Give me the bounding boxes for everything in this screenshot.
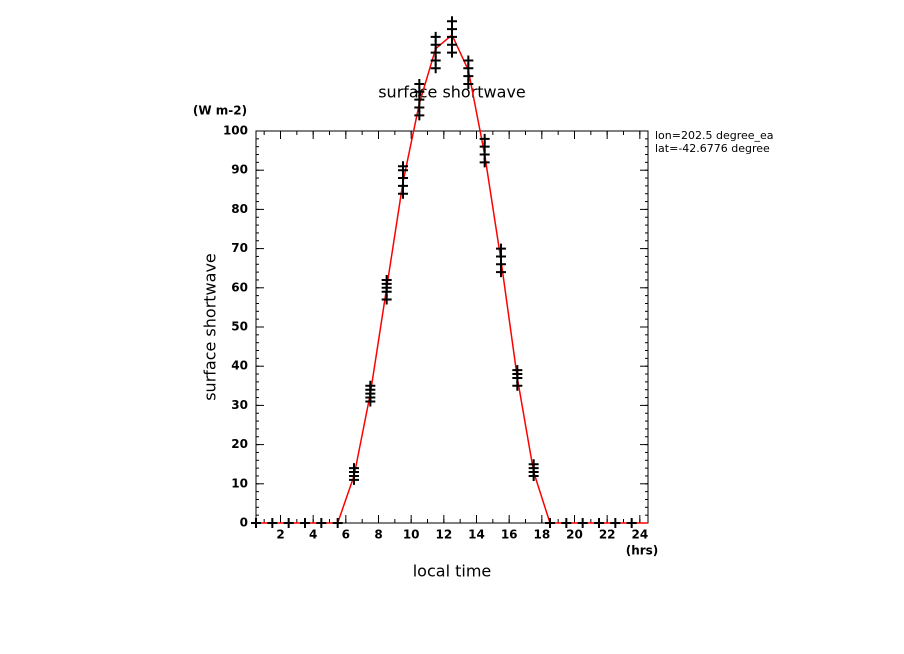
x-tick-label: 8 <box>374 528 382 542</box>
y-tick-label: 90 <box>231 163 248 177</box>
y-tick-label: 30 <box>231 398 248 412</box>
x-tick-label: 2 <box>276 528 284 542</box>
x-tick-label: 12 <box>435 528 452 542</box>
x-tick-label: 24 <box>631 528 648 542</box>
y-tick-label: 0 <box>240 516 248 530</box>
x-unit: (hrs) <box>626 544 659 558</box>
y-tick-label: 40 <box>231 359 248 373</box>
x-tick-label: 22 <box>599 528 616 542</box>
plus-marker <box>577 518 588 528</box>
data-line <box>256 33 648 524</box>
chart-title: surface shortwave <box>378 83 526 102</box>
plus-marker <box>381 274 392 285</box>
y-tick-label: 10 <box>231 476 248 490</box>
annotation: lat=-42.6776 degree <box>655 142 770 155</box>
plus-marker <box>251 518 261 528</box>
plus-marker <box>512 365 523 376</box>
plus-marker <box>610 518 621 528</box>
plus-marker <box>414 78 425 89</box>
plus-marker <box>447 16 457 27</box>
plus-marker <box>332 518 343 528</box>
x-tick-label: 10 <box>403 528 420 542</box>
y-tick-label: 50 <box>231 320 248 334</box>
y-tick-label: 60 <box>231 280 248 294</box>
plus-marker <box>463 55 474 66</box>
plus-marker <box>316 518 327 528</box>
y-tick-label: 100 <box>223 124 248 138</box>
x-axis-label: local time <box>413 562 492 581</box>
plus-marker <box>496 243 506 254</box>
x-tick-label: 16 <box>501 528 518 542</box>
x-tick-label: 4 <box>309 528 317 542</box>
x-tick-label: 6 <box>342 528 350 542</box>
plus-marker <box>626 518 637 528</box>
plus-marker <box>594 518 604 528</box>
plus-marker <box>561 518 572 528</box>
y-axis-label: surface shortwave <box>201 253 220 401</box>
y-tick-label: 70 <box>231 241 248 255</box>
y-tick-label: 20 <box>231 437 248 451</box>
plus-marker <box>479 133 490 144</box>
annotation: lon=202.5 degree_ea <box>655 129 774 142</box>
y-tick-label: 80 <box>231 202 248 216</box>
plus-marker <box>528 459 539 470</box>
x-tick-label: 18 <box>533 528 550 542</box>
plus-marker <box>430 31 441 42</box>
x-tick-label: 20 <box>566 528 583 542</box>
plus-marker <box>300 518 310 528</box>
x-tick-label: 14 <box>468 528 485 542</box>
plus-marker <box>398 161 408 172</box>
plus-marker <box>365 380 376 391</box>
y-unit: (W m-2) <box>193 104 247 118</box>
plus-marker <box>267 518 278 528</box>
plot-frame <box>255 130 649 524</box>
plus-marker <box>545 518 555 528</box>
plus-marker <box>349 463 359 474</box>
plus-marker <box>283 518 294 528</box>
